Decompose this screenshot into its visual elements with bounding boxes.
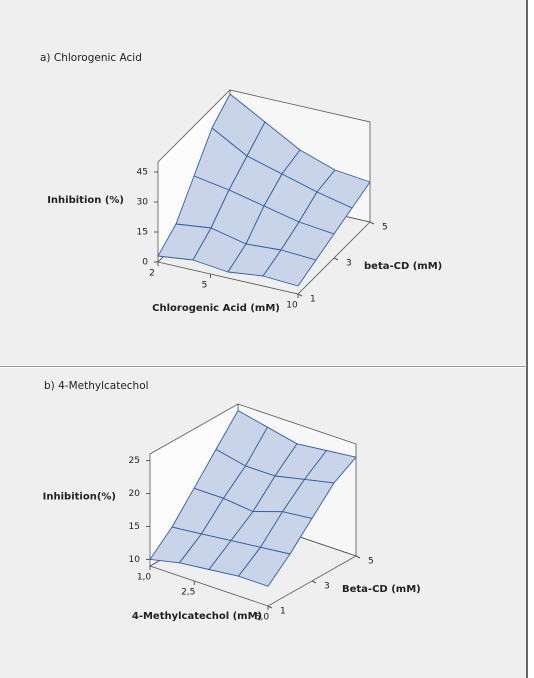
y-tick <box>311 580 317 584</box>
chart-title: b) 4-Methylcatechol <box>44 380 149 392</box>
y-tick-label: 3 <box>346 259 352 269</box>
y-tick <box>369 221 375 225</box>
y-tick-label: 1 <box>280 607 286 617</box>
x-axis-label: 4-Methylcatechol (mM) <box>132 611 262 622</box>
y-tick-label: 1 <box>310 295 316 305</box>
z-axis-label: Inhibition (%) <box>47 195 124 206</box>
y-tick <box>355 555 361 559</box>
y-tick-label: 5 <box>368 557 374 567</box>
z-tick-label: 0 <box>142 258 148 268</box>
z-tick-label: 25 <box>129 456 140 466</box>
y-tick <box>333 257 339 261</box>
z-axis-label: Inhibition(%) <box>43 492 116 503</box>
z-tick-label: 15 <box>137 228 148 238</box>
surface-cell <box>238 546 291 587</box>
z-tick-label: 45 <box>137 168 148 178</box>
y-axis-label: Beta-CD (mM) <box>342 584 421 595</box>
y-tick-label: 5 <box>382 223 388 233</box>
x-axis-label: Chlorogenic Acid (mM) <box>152 303 280 314</box>
y-tick-label: 3 <box>324 582 330 592</box>
y-axis-label: beta-CD (mM) <box>364 261 442 272</box>
y-tick <box>297 293 303 297</box>
y-tick <box>267 605 273 609</box>
z-tick-label: 15 <box>129 522 140 532</box>
z-tick-label: 20 <box>129 489 141 499</box>
z-tick-label: 10 <box>129 555 141 565</box>
x-tick-label: 10 <box>286 301 298 311</box>
z-tick-label: 30 <box>137 198 149 208</box>
x-tick-label: 2 <box>149 269 155 279</box>
x-tick-label: 5 <box>202 281 208 291</box>
x-tick-label: 1,0 <box>137 573 152 583</box>
x-tick-label: 2,5 <box>181 588 195 598</box>
surface-cell <box>262 249 317 287</box>
x-tick-label: 5,0 <box>255 613 270 623</box>
chart-title: a) Chlorogenic Acid <box>40 52 142 64</box>
